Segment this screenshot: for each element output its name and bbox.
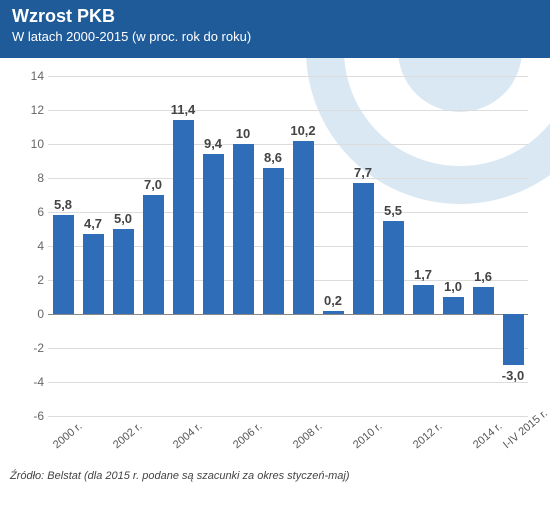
bar (503, 314, 524, 365)
bar-value-label: 1,7 (414, 267, 432, 282)
bar (353, 183, 374, 314)
bar-value-label: -3,0 (502, 368, 524, 383)
bar-value-label: 9,4 (204, 136, 222, 151)
bar-value-label: 11,4 (171, 102, 196, 117)
grid-line (48, 178, 528, 179)
bar (323, 311, 344, 314)
chart-header: Wzrost PKB W latach 2000-2015 (w proc. r… (0, 0, 550, 58)
bar-value-label: 7,7 (354, 165, 372, 180)
bar-value-label: 8,6 (264, 150, 282, 165)
y-tick-label: 8 (14, 171, 44, 185)
bar-value-label: 1,0 (444, 279, 462, 294)
chart-title: Wzrost PKB (12, 6, 538, 27)
bar (173, 120, 194, 314)
bar-value-label: 10 (236, 126, 250, 141)
x-tick-label: 2008 r. (291, 420, 324, 451)
y-tick-label: 4 (14, 239, 44, 253)
bar-value-label: 0,2 (324, 293, 342, 308)
x-tick-label: 2006 r. (231, 420, 264, 451)
bar (233, 144, 254, 314)
x-tick-label: 2010 r. (351, 420, 384, 451)
y-tick-label: 0 (14, 307, 44, 321)
y-tick-label: -4 (14, 375, 44, 389)
x-tick-label: I-IV 2015 r. (501, 407, 550, 451)
grid-line (48, 110, 528, 111)
bar-value-label: 1,6 (474, 269, 492, 284)
x-tick-label: 2000 r. (51, 420, 84, 451)
bar (293, 141, 314, 314)
grid-line (48, 382, 528, 383)
y-tick-label: -2 (14, 341, 44, 355)
bar-value-label: 5,8 (54, 197, 72, 212)
bar-value-label: 4,7 (84, 216, 102, 231)
bar (383, 221, 404, 315)
bar (473, 287, 494, 314)
bar (203, 154, 224, 314)
bar (53, 215, 74, 314)
bar-value-label: 10,2 (290, 123, 315, 138)
grid-line (48, 348, 528, 349)
bar (413, 285, 434, 314)
grid-line (48, 144, 528, 145)
y-tick-label: 6 (14, 205, 44, 219)
chart-subtitle: W latach 2000-2015 (w proc. rok do roku) (12, 29, 538, 44)
plot-region: -6-4-2024681012145,84,75,07,011,49,4108,… (48, 76, 528, 416)
y-tick-label: 12 (14, 103, 44, 117)
bar (113, 229, 134, 314)
source-footnote: Źródło: Belstat (dla 2015 r. podane są s… (10, 470, 350, 482)
y-tick-label: 2 (14, 273, 44, 287)
bar (263, 168, 284, 314)
x-tick-label: 2004 r. (171, 420, 204, 451)
y-tick-label: 14 (14, 69, 44, 83)
chart-area: -6 -4 -2 0 2 4 6 8 10 12 14 5,8 4,7 5,0 7,0 11,4 9,4 10 8,… (0, 58, 550, 488)
x-tick-label: 2014 r. (471, 420, 504, 451)
bar-value-label: 5,5 (384, 203, 402, 218)
bar (143, 195, 164, 314)
bar-value-label: 7,0 (144, 177, 162, 192)
bar (83, 234, 104, 314)
grid-line (48, 416, 528, 417)
x-tick-label: 2002 r. (111, 420, 144, 451)
x-tick-label: 2012 r. (411, 420, 444, 451)
y-tick-label: 10 (14, 137, 44, 151)
grid-line (48, 76, 528, 77)
bar (443, 297, 464, 314)
grid-line (48, 314, 528, 315)
y-tick-label: -6 (14, 409, 44, 423)
bar-value-label: 5,0 (114, 211, 132, 226)
